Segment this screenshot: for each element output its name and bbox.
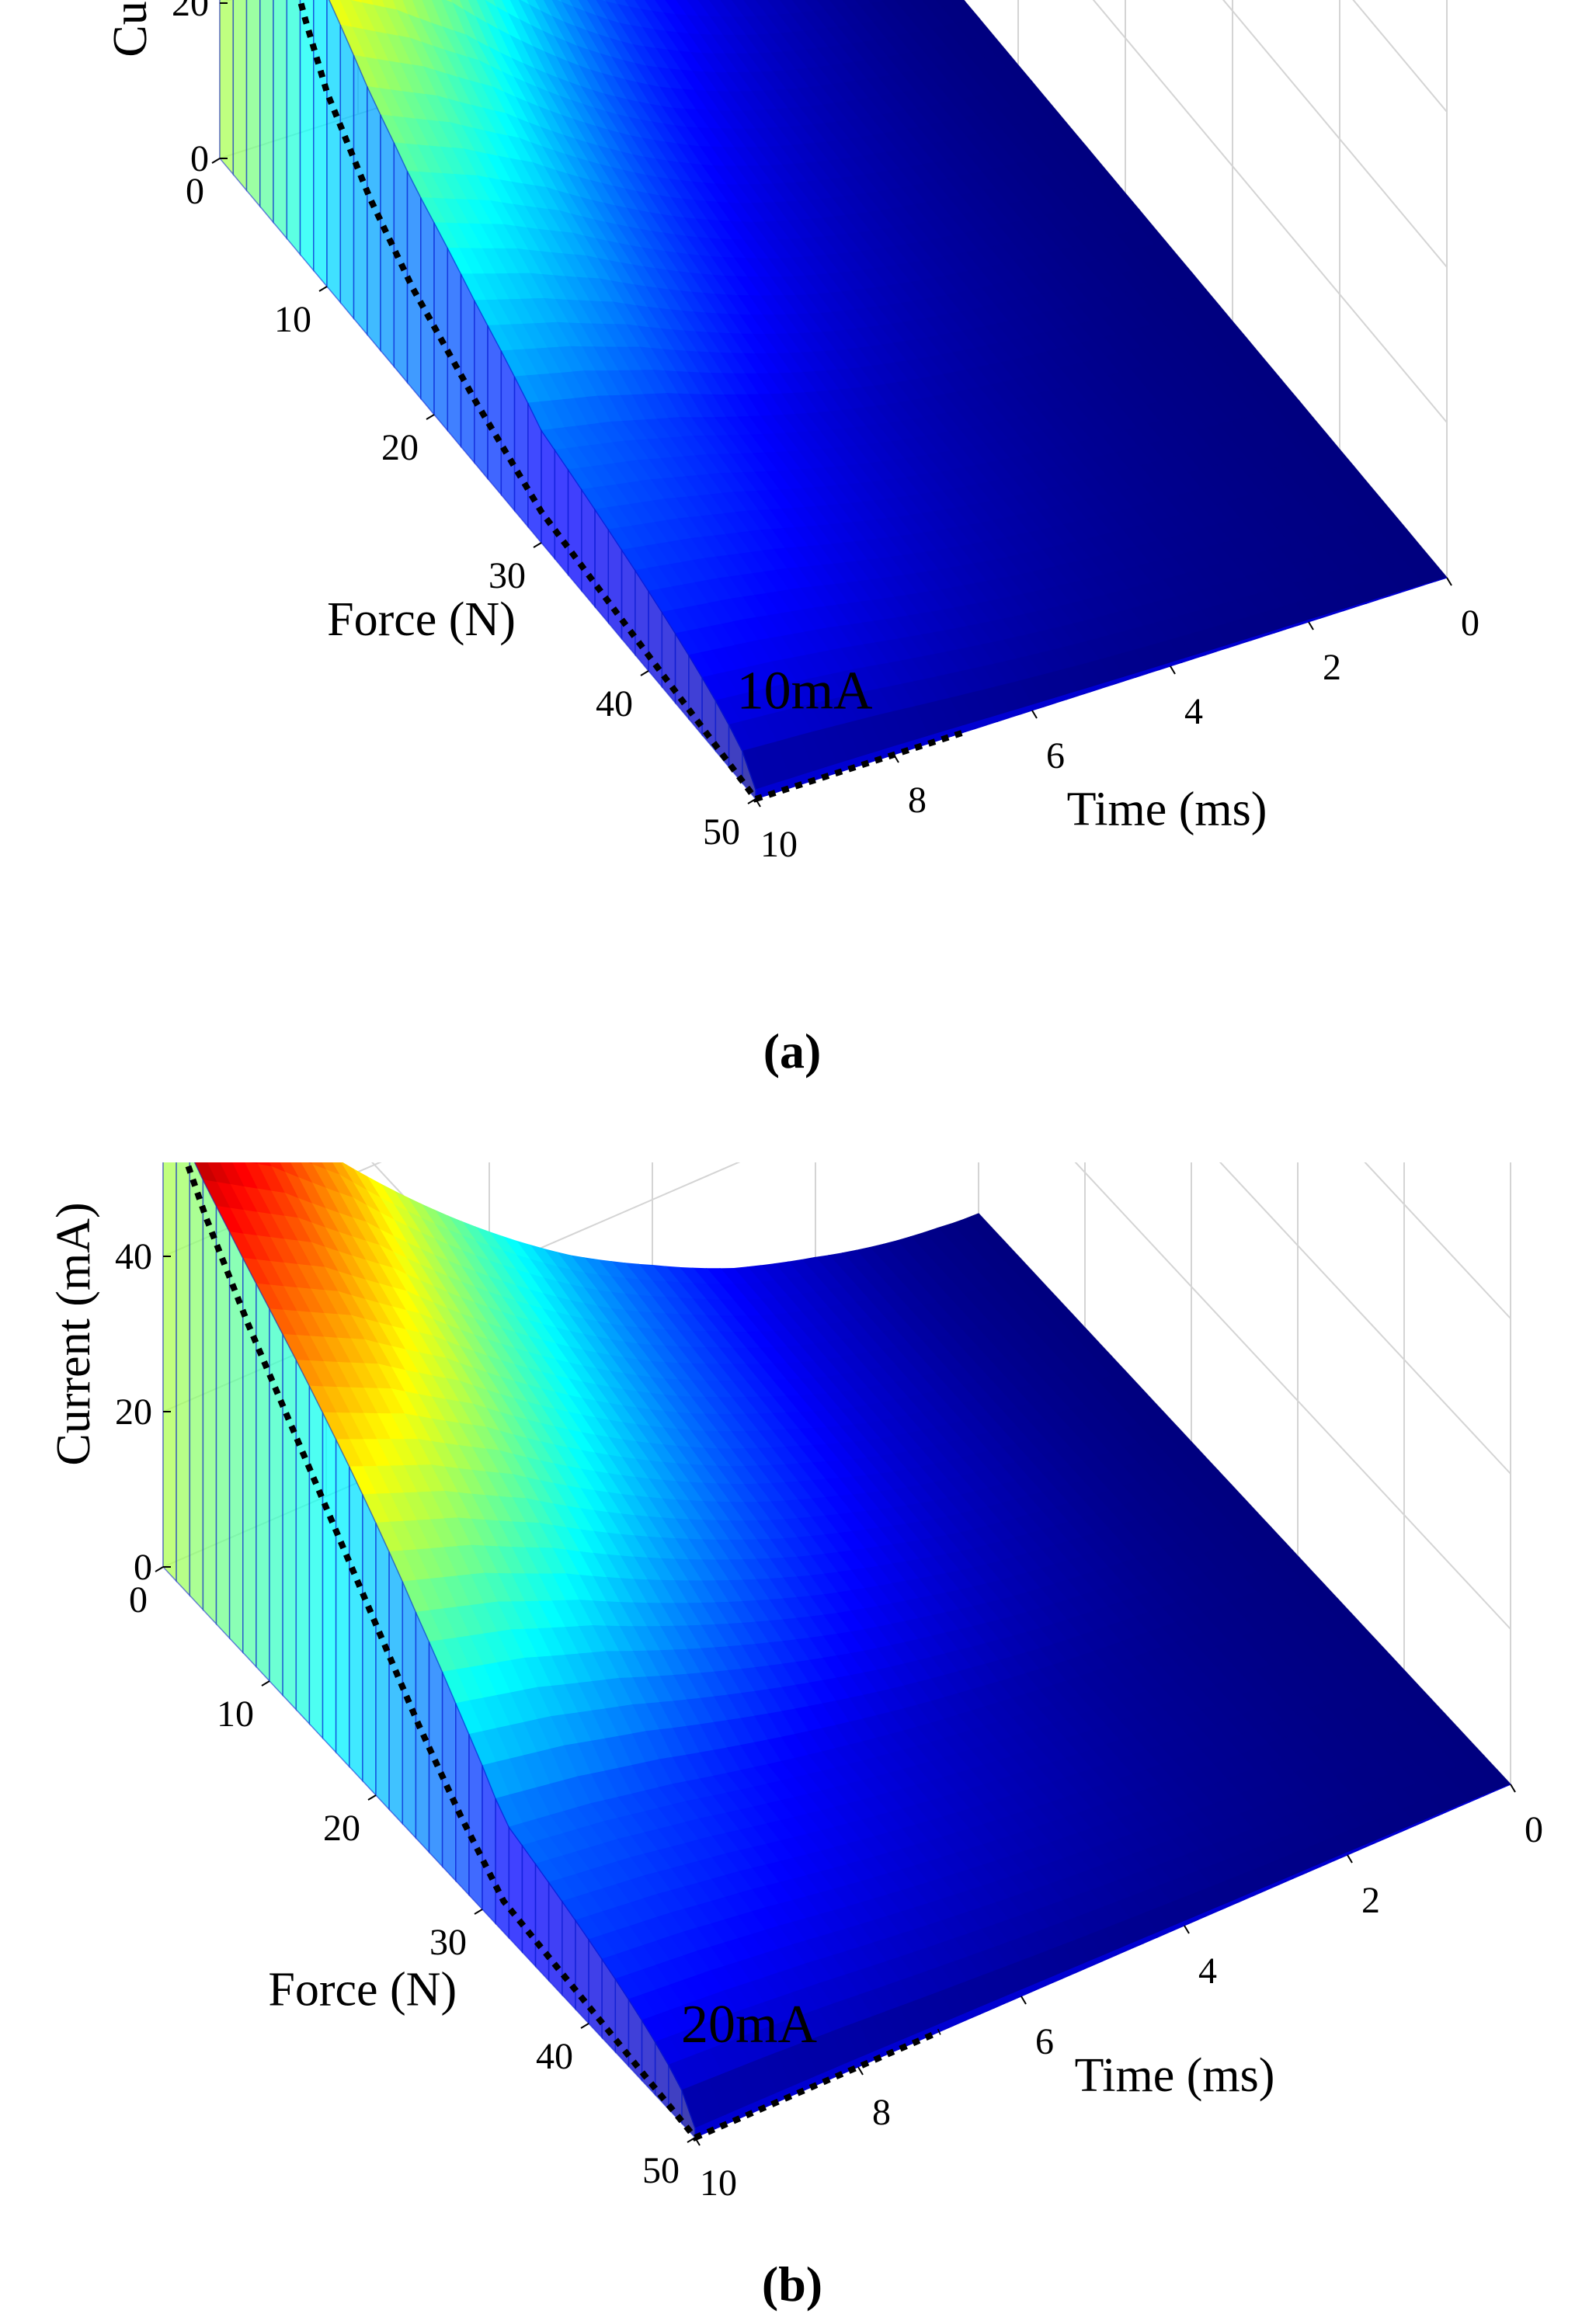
y-tick-mark [426, 414, 435, 420]
surface-side-face [245, 0, 261, 208]
panel-a: 10mA0204060010203040500246810Current (mA… [104, 0, 1479, 1079]
grid-line [1219, 1162, 1511, 1475]
surface-side-face [353, 55, 368, 336]
y-tick-label: 30 [489, 555, 526, 596]
grid-line [1364, 1162, 1511, 1319]
surface-side-face [273, 0, 288, 241]
surface-side-face [339, 24, 355, 321]
x-tick-mark [1446, 577, 1452, 586]
grid-line [1092, 0, 1448, 423]
x-tick-mark [1170, 665, 1176, 675]
x-axis-title: Time (ms) [1067, 783, 1267, 835]
surface-side-face [259, 0, 274, 224]
x-tick-mark [755, 798, 761, 808]
x-tick-label: 2 [1323, 647, 1341, 688]
surface-side-face [567, 467, 582, 592]
grid-line [1074, 1162, 1511, 1630]
y-axis-title: Force (N) [327, 593, 516, 646]
panel-caption-a: (a) [763, 1023, 822, 1079]
x-tick-mark [1031, 710, 1038, 719]
surface-side-face [487, 325, 502, 497]
x-tick-mark [893, 754, 899, 763]
y-tick-mark [211, 158, 221, 164]
grid-line [1352, 0, 1448, 113]
surface-side-face [393, 142, 409, 384]
y-tick-label: 20 [381, 427, 419, 468]
z-tick-label: 0 [190, 138, 209, 179]
surface-b [162, 1162, 1512, 2139]
surface-side-face [500, 350, 516, 512]
surface-side-face [513, 376, 529, 529]
y-tick-label: 40 [596, 683, 633, 724]
y-tick-label: 10 [274, 299, 311, 340]
x-tick-label: 6 [1046, 735, 1065, 776]
threshold-annotation-a: 10mA [737, 662, 873, 721]
surface-side-face [326, 0, 342, 304]
surface-side-face [447, 248, 462, 449]
x-tick-mark [1308, 621, 1314, 631]
surface-cell [443, 0, 453, 4]
y-tick-mark [533, 542, 542, 548]
x-tick-label: 4 [1184, 691, 1203, 732]
surface-side-face [313, 0, 328, 289]
y-tick-label: 50 [703, 811, 740, 853]
surface-a [219, 0, 1448, 801]
surface-chart-b: 20mA0204060010203040500246810Current (mA… [47, 1162, 1543, 2312]
y-tick-mark [747, 798, 756, 804]
surface-side-face [541, 428, 556, 561]
z-tick-label: 20 [172, 0, 209, 24]
surface-side-face [299, 0, 315, 273]
surface-side-face [286, 0, 301, 256]
surface-side-face [554, 448, 569, 577]
x-tick-label: 0 [1461, 603, 1479, 644]
surface-side-face [219, 0, 235, 176]
surface-side-face [460, 273, 475, 464]
surface-side-face [607, 527, 623, 641]
surface-side-face [474, 300, 489, 481]
y-tick-label: 0 [186, 171, 204, 212]
grid-line [1222, 0, 1448, 268]
x-tick-label: 8 [908, 780, 927, 821]
surface-side-face [232, 0, 248, 193]
z-axis-title: Current (mA) [104, 0, 157, 57]
surface-side-face [581, 488, 596, 609]
x-tick-label: 10 [760, 824, 798, 865]
panel-b: 20mA0204060010203040500246810Current (mA… [0, 1162, 1582, 2324]
surface-side-face [742, 751, 756, 801]
y-tick-mark [640, 670, 649, 676]
surface-side-face [406, 171, 422, 401]
surface-side-face [594, 507, 610, 625]
y-tick-mark [318, 286, 328, 292]
surface-chart-a: 10mA0204060010203040500246810Current (mA… [104, 0, 1479, 1079]
